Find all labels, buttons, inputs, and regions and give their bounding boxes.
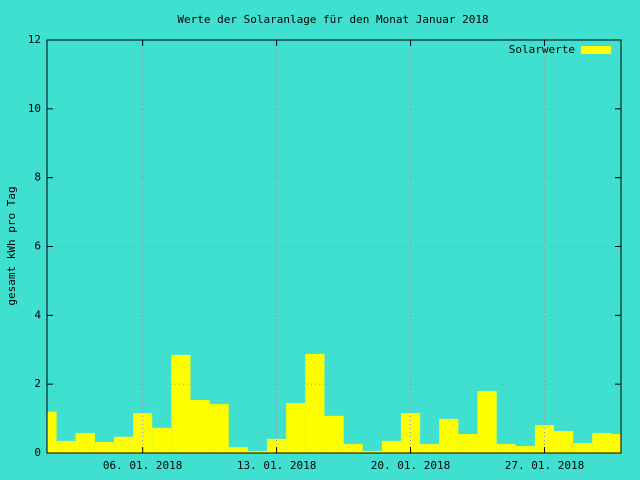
legend-label: Solarwerte xyxy=(509,43,575,56)
bar xyxy=(534,425,555,453)
bar xyxy=(477,391,497,453)
y-tick-label: 6 xyxy=(34,240,41,253)
bar xyxy=(133,413,153,453)
bar xyxy=(592,433,612,453)
bar xyxy=(611,434,621,453)
bar xyxy=(152,427,172,453)
bar xyxy=(247,450,268,453)
bar xyxy=(56,440,76,453)
bar xyxy=(515,446,535,453)
bars xyxy=(47,353,621,453)
bar xyxy=(171,354,191,453)
bar xyxy=(400,413,421,453)
bar xyxy=(113,436,134,453)
x-tick-label: 20. 01. 2018 xyxy=(371,459,450,472)
chart-title: Werte der Solaranlage für den Monat Janu… xyxy=(177,13,488,26)
bar xyxy=(362,450,382,453)
y-tick-label: 10 xyxy=(28,102,41,115)
bar xyxy=(228,447,248,453)
bar xyxy=(420,444,440,453)
bar xyxy=(286,403,306,453)
y-tick-label: 4 xyxy=(34,308,41,321)
bar xyxy=(47,411,57,453)
x-tick-label: 27. 01. 2018 xyxy=(505,459,584,472)
y-tick-label: 12 xyxy=(28,33,41,46)
x-tick-label: 13. 01. 2018 xyxy=(237,459,316,472)
y-axis-label: gesamt kWh pro Tag xyxy=(5,186,18,305)
bar xyxy=(496,444,516,453)
bar xyxy=(554,430,574,453)
bar xyxy=(381,440,401,453)
legend-swatch xyxy=(581,46,611,54)
bar xyxy=(439,418,459,453)
bar xyxy=(458,434,478,453)
y-tick-label: 8 xyxy=(34,171,41,184)
bar xyxy=(190,399,210,453)
bar xyxy=(267,438,287,453)
x-tick-label: 06. 01. 2018 xyxy=(103,459,182,472)
plot-frame xyxy=(46,39,622,454)
bar xyxy=(305,353,325,453)
bar xyxy=(573,443,593,453)
y-tick-label: 0 xyxy=(34,446,41,459)
y-tick-label: 2 xyxy=(34,377,41,390)
bar xyxy=(343,444,363,453)
bar xyxy=(324,415,344,453)
bar xyxy=(75,433,95,453)
bar xyxy=(209,404,229,453)
bar xyxy=(94,441,114,453)
